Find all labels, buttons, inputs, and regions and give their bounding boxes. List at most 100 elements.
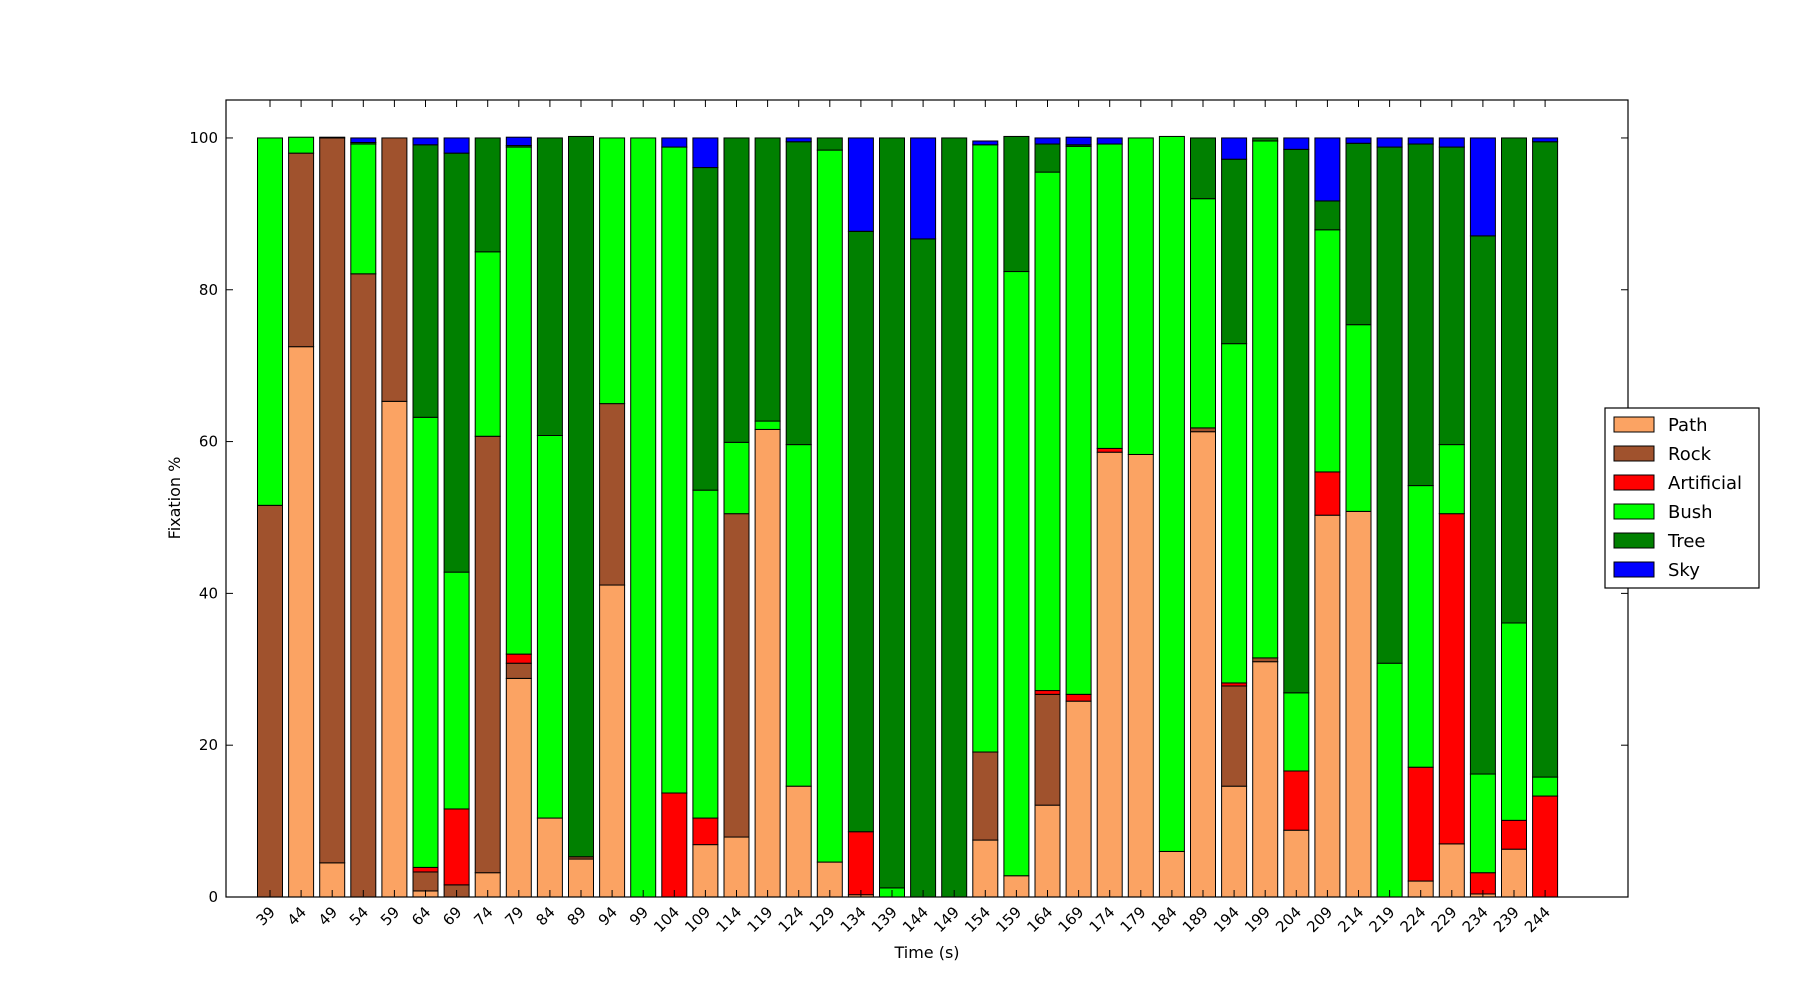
bar-bush-124 bbox=[785, 444, 812, 787]
bar-path-44 bbox=[288, 346, 315, 898]
bar-bush-184 bbox=[1158, 135, 1185, 852]
bar-bush-54 bbox=[350, 143, 377, 275]
y-tick-label: 60 bbox=[199, 433, 218, 451]
x-tick-label: 239 bbox=[1490, 903, 1523, 936]
bar-tree-84 bbox=[536, 137, 563, 436]
x-tick-label: 99 bbox=[626, 903, 652, 929]
bar-rock-39 bbox=[257, 504, 283, 898]
bar-tree-144 bbox=[910, 238, 937, 898]
legend-label-tree: Tree bbox=[1667, 531, 1706, 552]
bar-sky-174 bbox=[1096, 137, 1123, 145]
bar-tree-244 bbox=[1532, 141, 1559, 778]
bar-path-164 bbox=[1034, 804, 1061, 898]
bar-path-119 bbox=[754, 428, 781, 898]
x-tick-label: 184 bbox=[1148, 903, 1181, 936]
bar-bush-44 bbox=[288, 136, 315, 154]
bar-rock-79 bbox=[505, 662, 532, 679]
x-tick-label: 89 bbox=[564, 903, 590, 929]
bar-rock-49 bbox=[319, 137, 346, 864]
bar-sky-79 bbox=[505, 136, 532, 147]
legend-label-artificial: Artificial bbox=[1668, 473, 1742, 494]
bar-tree-149 bbox=[941, 137, 968, 898]
x-tick-label: 149 bbox=[930, 903, 963, 936]
bar-sky-204 bbox=[1283, 137, 1310, 150]
x-tick-label: 174 bbox=[1086, 903, 1119, 936]
bar-sky-109 bbox=[692, 137, 719, 169]
legend-label-bush: Bush bbox=[1668, 502, 1713, 523]
x-tick-label: 109 bbox=[681, 903, 714, 936]
bar-path-194 bbox=[1221, 785, 1248, 898]
bar-rock-94 bbox=[599, 403, 626, 586]
x-tick-label: 164 bbox=[1023, 903, 1056, 936]
bar-path-59 bbox=[381, 400, 408, 898]
legend-swatch-tree bbox=[1613, 532, 1655, 549]
bar-tree-64 bbox=[412, 144, 439, 418]
bar-path-204 bbox=[1283, 829, 1310, 898]
bar-path-239 bbox=[1501, 848, 1527, 898]
bar-rock-199 bbox=[1252, 657, 1279, 663]
bar-sky-64 bbox=[412, 137, 439, 146]
x-tick-label: 189 bbox=[1179, 903, 1212, 936]
bar-sky-154 bbox=[972, 140, 999, 146]
x-tick-label: 129 bbox=[806, 903, 839, 936]
bar-artificial-169 bbox=[1065, 693, 1092, 702]
bar-path-79 bbox=[505, 677, 532, 898]
bar-bush-169 bbox=[1065, 145, 1092, 695]
bar-rock-154 bbox=[972, 751, 999, 841]
bar-artificial-174 bbox=[1096, 447, 1123, 453]
bar-artificial-164 bbox=[1034, 690, 1061, 695]
bar-bush-129 bbox=[816, 149, 843, 863]
bar-rock-194 bbox=[1221, 685, 1248, 787]
bar-artificial-109 bbox=[692, 817, 719, 846]
bar-sky-104 bbox=[661, 137, 688, 148]
y-tick-label: 80 bbox=[199, 281, 218, 299]
x-tick-label: 139 bbox=[868, 903, 901, 936]
x-tick-label: 214 bbox=[1334, 903, 1367, 936]
bar-artificial-69 bbox=[443, 808, 470, 886]
bar-tree-219 bbox=[1376, 146, 1403, 664]
y-tick-label: 100 bbox=[189, 129, 218, 147]
bar-artificial-79 bbox=[505, 653, 532, 664]
x-tick-label: 144 bbox=[899, 903, 932, 936]
y-axis: 0 20 40 60 80 100 bbox=[189, 129, 1628, 906]
bar-path-114 bbox=[723, 836, 750, 898]
bar-artificial-64 bbox=[412, 866, 439, 873]
legend-frame bbox=[1604, 407, 1760, 589]
bar-bush-174 bbox=[1096, 143, 1123, 449]
bar-path-209 bbox=[1314, 514, 1341, 898]
y-tick-label: 0 bbox=[208, 888, 218, 906]
x-tick-label: 69 bbox=[439, 903, 465, 929]
bar-bush-119 bbox=[754, 420, 781, 430]
x-axis-label: Time (s) bbox=[893, 943, 959, 962]
bar-artificial-209 bbox=[1314, 471, 1341, 516]
x-tick-label: 124 bbox=[775, 903, 808, 936]
y-tick-label: 40 bbox=[199, 584, 218, 602]
bar-tree-119 bbox=[754, 137, 781, 422]
bar-path-199 bbox=[1252, 661, 1279, 898]
bar-sky-69 bbox=[443, 137, 470, 154]
bar-path-154 bbox=[972, 839, 999, 898]
x-tick-label: 114 bbox=[712, 903, 745, 936]
bar-bush-219 bbox=[1376, 662, 1403, 898]
x-tick-label: 84 bbox=[532, 903, 558, 929]
x-tick-label: 209 bbox=[1303, 903, 1336, 936]
bar-bush-179 bbox=[1127, 137, 1154, 455]
bar-path-174 bbox=[1096, 451, 1123, 898]
bar-sky-169 bbox=[1065, 136, 1092, 146]
bar-sky-244 bbox=[1532, 137, 1559, 143]
bar-sky-194 bbox=[1221, 137, 1248, 160]
bar-tree-109 bbox=[692, 167, 719, 491]
bar-bush-199 bbox=[1252, 140, 1279, 659]
bar-rock-64 bbox=[412, 871, 439, 892]
bar-rock-59 bbox=[381, 137, 408, 402]
bar-path-84 bbox=[536, 817, 563, 898]
bar-tree-189 bbox=[1190, 137, 1216, 200]
legend-swatch-rock bbox=[1613, 445, 1655, 462]
bar-bush-64 bbox=[412, 416, 439, 868]
bar-tree-204 bbox=[1283, 148, 1310, 694]
x-tick-label: 159 bbox=[992, 903, 1025, 936]
x-tick-label: 169 bbox=[1054, 903, 1087, 936]
bar-artificial-229 bbox=[1438, 513, 1465, 845]
x-tick-label: 54 bbox=[346, 903, 372, 929]
